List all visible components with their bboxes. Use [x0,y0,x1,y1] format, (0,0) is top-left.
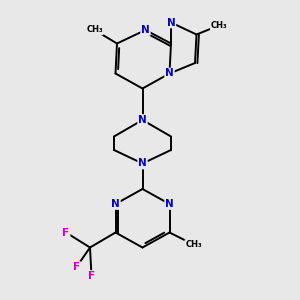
Text: CH₃: CH₃ [211,21,227,30]
Text: N: N [111,199,120,209]
Text: N: N [165,68,174,79]
Text: N: N [165,199,174,209]
Text: N: N [141,25,150,35]
Text: N: N [167,17,176,28]
Text: F: F [62,227,70,238]
Text: N: N [138,158,147,169]
Text: F: F [73,262,80,272]
Text: F: F [88,271,95,281]
Text: CH₃: CH₃ [185,240,202,249]
Text: CH₃: CH₃ [86,26,103,34]
Text: N: N [138,115,147,125]
